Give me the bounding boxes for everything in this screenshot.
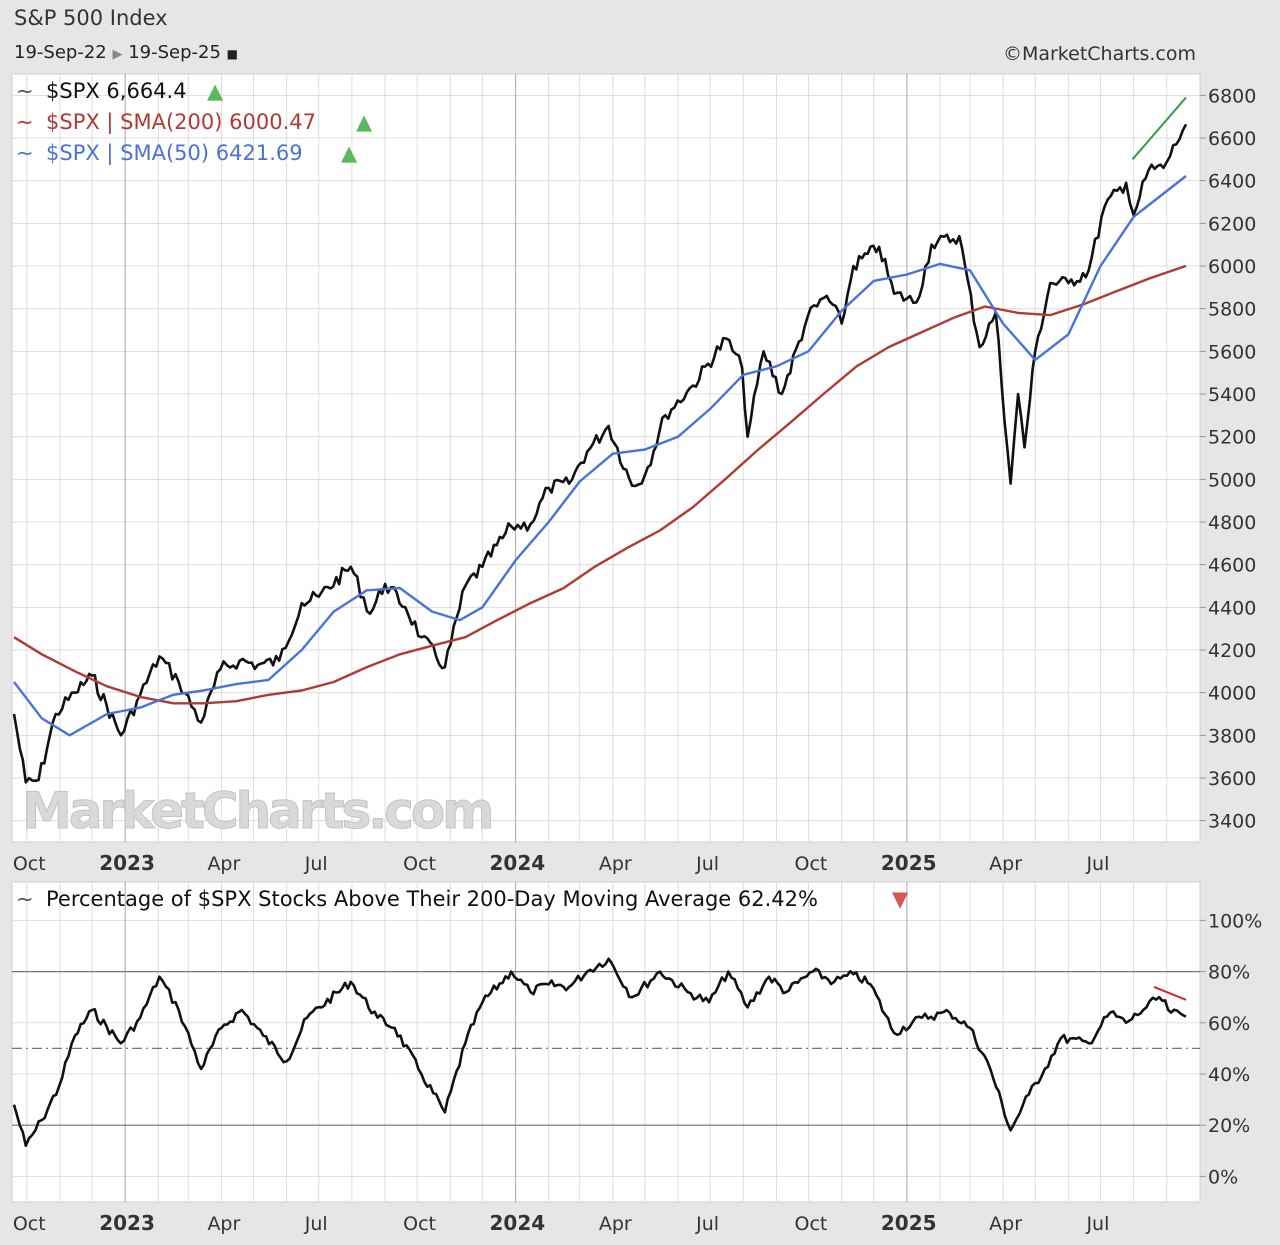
y-tick-label: 5800: [1208, 299, 1256, 321]
x-tick-label: Apr: [207, 1213, 240, 1235]
date-from: 19-Sep-22: [14, 42, 107, 63]
x-tick-label: Apr: [989, 1213, 1022, 1235]
legend-sma200-icon: ∼: [16, 110, 34, 134]
watermark-text: MarketCharts.com: [22, 782, 491, 840]
legend-sma50-label: $SPX | SMA(50) 6421.69: [46, 141, 303, 166]
y-tick-label: 6000: [1208, 256, 1256, 278]
x-tick-label: Jul: [304, 853, 328, 875]
x-tick-label: 2024: [490, 1211, 546, 1235]
x-tick-label: Apr: [599, 853, 632, 875]
x-tick-label: Jul: [695, 853, 719, 875]
x-tick-label: Oct: [13, 1213, 46, 1235]
range-end-icon: ■: [226, 47, 239, 61]
x-tick-label: Oct: [795, 1213, 828, 1235]
x-tick-label: Oct: [13, 853, 46, 875]
x-tick-label: Oct: [403, 1213, 436, 1235]
x-tick-label: Jul: [1085, 853, 1109, 875]
x-tick-label: Oct: [795, 853, 828, 875]
y-tick-label: 80%: [1208, 962, 1250, 984]
x-tick-label: Jul: [1085, 1213, 1109, 1235]
x-tick-label: Apr: [207, 853, 240, 875]
x-tick-label: Apr: [989, 853, 1022, 875]
breadth-x-axis: Oct 2023 Apr Jul Oct 2024 Apr Jul Oct 2025 Apr Jul: [13, 1211, 1110, 1235]
y-tick-label: 5200: [1208, 427, 1256, 449]
price-vertical-lines: [26, 74, 1168, 842]
source-credit: ©MarketCharts.com: [1002, 43, 1196, 65]
price-y-axis: 3400 3600 3800 4000 4200 4400 4600 4800 5000 5200…: [1200, 85, 1256, 833]
legend-breadth-icon: ∼: [16, 887, 34, 911]
legend-sma50-icon: ∼: [16, 141, 34, 165]
breadth-panel: [11, 881, 1201, 1203]
price-x-axis: Oct 2023 Apr Jul Oct 2024 Apr Jul Oct 2025 Apr Jul: [13, 851, 1110, 875]
y-tick-label: 6600: [1208, 128, 1256, 150]
x-tick-label: 2025: [881, 1211, 937, 1235]
legend-breadth-arrow: ▼: [892, 887, 909, 911]
breadth-series-group: [12, 957, 1187, 1147]
y-tick-label: 6800: [1208, 85, 1256, 107]
series-line: [13, 175, 1187, 737]
y-tick-label: 4400: [1208, 597, 1256, 619]
trendline: [1153, 986, 1187, 1001]
chart-title: S&P 500 Index: [14, 6, 168, 30]
y-tick-label: 3400: [1208, 811, 1256, 833]
breadth-vertical-lines: [26, 882, 1168, 1202]
x-tick-label: Apr: [599, 1213, 632, 1235]
y-tick-label: 4200: [1208, 640, 1256, 662]
y-tick-label: 3600: [1208, 768, 1256, 790]
y-tick-label: 6400: [1208, 171, 1256, 193]
legend-spx-label: $SPX 6,664.4: [46, 79, 187, 103]
y-tick-label: 100%: [1208, 910, 1262, 932]
x-tick-label: 2025: [881, 851, 937, 875]
y-tick-label: 4000: [1208, 683, 1256, 705]
y-tick-label: 4800: [1208, 512, 1256, 534]
legend-breadth-label: Percentage of $SPX Stocks Above Their 20…: [46, 887, 818, 911]
series-line: [12, 123, 1188, 784]
y-tick-label: 0%: [1208, 1166, 1238, 1188]
x-tick-label: Jul: [695, 1213, 719, 1235]
price-grid: [12, 94, 1200, 822]
price-series-group: [12, 96, 1188, 784]
y-tick-label: 5600: [1208, 341, 1256, 363]
legend-spx-icon: ∼: [16, 79, 34, 103]
legend-sma200-label: $SPX | SMA(200) 6000.47: [46, 110, 316, 135]
y-tick-label: 4600: [1208, 555, 1256, 577]
x-tick-label: 2023: [99, 1211, 155, 1235]
legend-spx-arrow: ▲: [207, 79, 224, 103]
legend-sma200-arrow: ▲: [356, 110, 373, 134]
x-tick-label: 2024: [490, 851, 546, 875]
x-tick-label: Jul: [304, 1213, 328, 1235]
date-to: 19-Sep-25: [128, 42, 221, 63]
breadth-y-axis: 0% 20% 40% 60% 80% 100%: [1200, 910, 1262, 1188]
series-line: [12, 957, 1187, 1147]
y-tick-label: 40%: [1208, 1064, 1250, 1086]
x-tick-label: 2023: [99, 851, 155, 875]
range-arrow-icon: ▶: [112, 47, 123, 62]
legend-spx: ∼ $SPX 6,664.4 ▲: [16, 79, 224, 103]
date-range: 19-Sep-22 ▶ 19-Sep-25 ■: [14, 42, 238, 63]
y-tick-label: 60%: [1208, 1013, 1250, 1035]
y-tick-label: 6200: [1208, 213, 1256, 235]
y-tick-label: 5000: [1208, 469, 1256, 491]
y-tick-label: 5400: [1208, 384, 1256, 406]
legend-sma200: ∼ $SPX | SMA(200) 6000.47 ▲: [16, 110, 373, 135]
legend-sma50-arrow: ▲: [341, 141, 358, 165]
y-tick-label: 3800: [1208, 725, 1256, 747]
series-line: [13, 264, 1187, 705]
breadth-reference-lines: [12, 970, 1200, 1126]
legend-sma50: ∼ $SPX | SMA(50) 6421.69 ▲: [16, 141, 358, 166]
legend-breadth: ∼ Percentage of $SPX Stocks Above Their …: [16, 887, 909, 911]
y-tick-label: 20%: [1208, 1115, 1250, 1137]
x-tick-label: Oct: [403, 853, 436, 875]
trendline: [1131, 96, 1187, 160]
